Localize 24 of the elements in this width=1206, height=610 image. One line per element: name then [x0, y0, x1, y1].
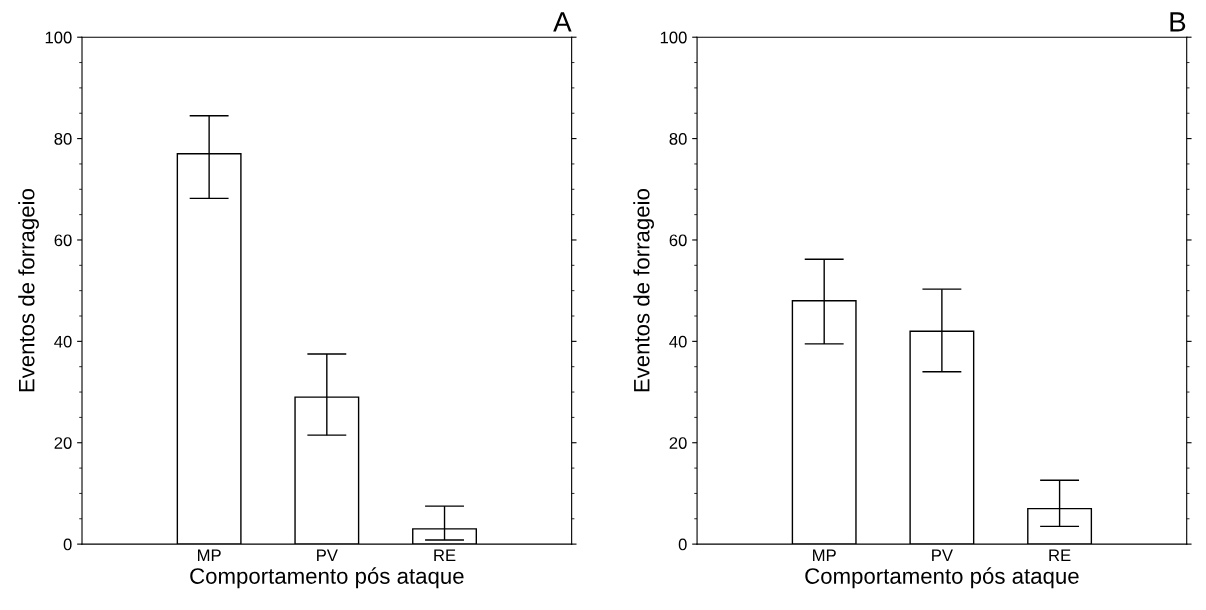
y-axis-title: Eventos de forrageio — [18, 189, 39, 392]
y-tick-label: 40 — [54, 335, 72, 348]
y-axis-title: Eventos de forrageio — [633, 189, 654, 392]
x-tick-label: PV — [932, 549, 953, 562]
x-axis-title: Comportamento pós ataque — [805, 567, 1079, 589]
x-tick-label: MP — [197, 549, 221, 562]
y-tick-label: 20 — [669, 437, 687, 449]
y-tick-label: 60 — [669, 234, 687, 247]
x-tick-label: RE — [1049, 549, 1071, 562]
chart-title: A — [553, 12, 572, 32]
y-tick-label: 20 — [54, 437, 72, 449]
y-tick-label: 0 — [63, 538, 72, 551]
y-tick-label: 80 — [669, 132, 687, 145]
y-tick-label: 60 — [54, 234, 72, 247]
y-tick-label: 0 — [678, 538, 687, 551]
x-tick-label: PV — [317, 549, 338, 562]
x-tick-label: RE — [434, 549, 456, 562]
chart-title: B — [1170, 12, 1186, 32]
y-tick-label: 100 — [660, 31, 687, 44]
y-tick-label: 40 — [669, 335, 687, 348]
y-tick-label: 80 — [54, 132, 72, 145]
x-axis-title: Comportamento pós ataque — [190, 567, 464, 589]
x-tick-label: MP — [813, 549, 836, 562]
y-tick-label: 100 — [45, 31, 72, 44]
